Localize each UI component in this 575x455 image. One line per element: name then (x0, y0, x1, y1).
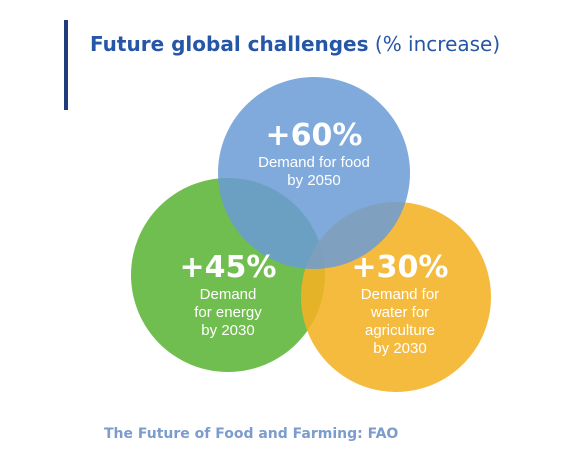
label-water: +30% Demand for water for agriculture by… (352, 250, 449, 358)
accent-bar (64, 20, 68, 110)
food-value: +60% (265, 118, 363, 153)
water-desc-line-3: agriculture (364, 322, 436, 339)
circle-food (218, 77, 410, 269)
water-desc-line-4: by 2030 (373, 340, 427, 357)
food-desc-line-2: by 2050 (287, 172, 341, 189)
energy-desc-line-2: for energy (194, 304, 262, 321)
water-value: +30% (351, 250, 449, 285)
water-desc-line-1: Demand for (360, 286, 440, 303)
energy-value: +45% (179, 250, 277, 285)
diagram-title: Future global challenges (% increase) (90, 32, 500, 56)
food-desc-line-1: Demand for food (258, 154, 370, 171)
energy-desc-line-3: by 2030 (201, 322, 255, 339)
water-desc-line-2: water for (370, 304, 430, 321)
label-energy: +45% Demand for energy by 2030 (180, 250, 277, 340)
title-unit: (% increase) (374, 32, 501, 56)
energy-desc-line-1: Demand (199, 286, 257, 303)
label-food: +60% Demand for food by 2050 (258, 118, 370, 190)
title-main: Future global challenges (90, 32, 369, 56)
source-caption: The Future of Food and Farming: FAO (104, 426, 399, 442)
